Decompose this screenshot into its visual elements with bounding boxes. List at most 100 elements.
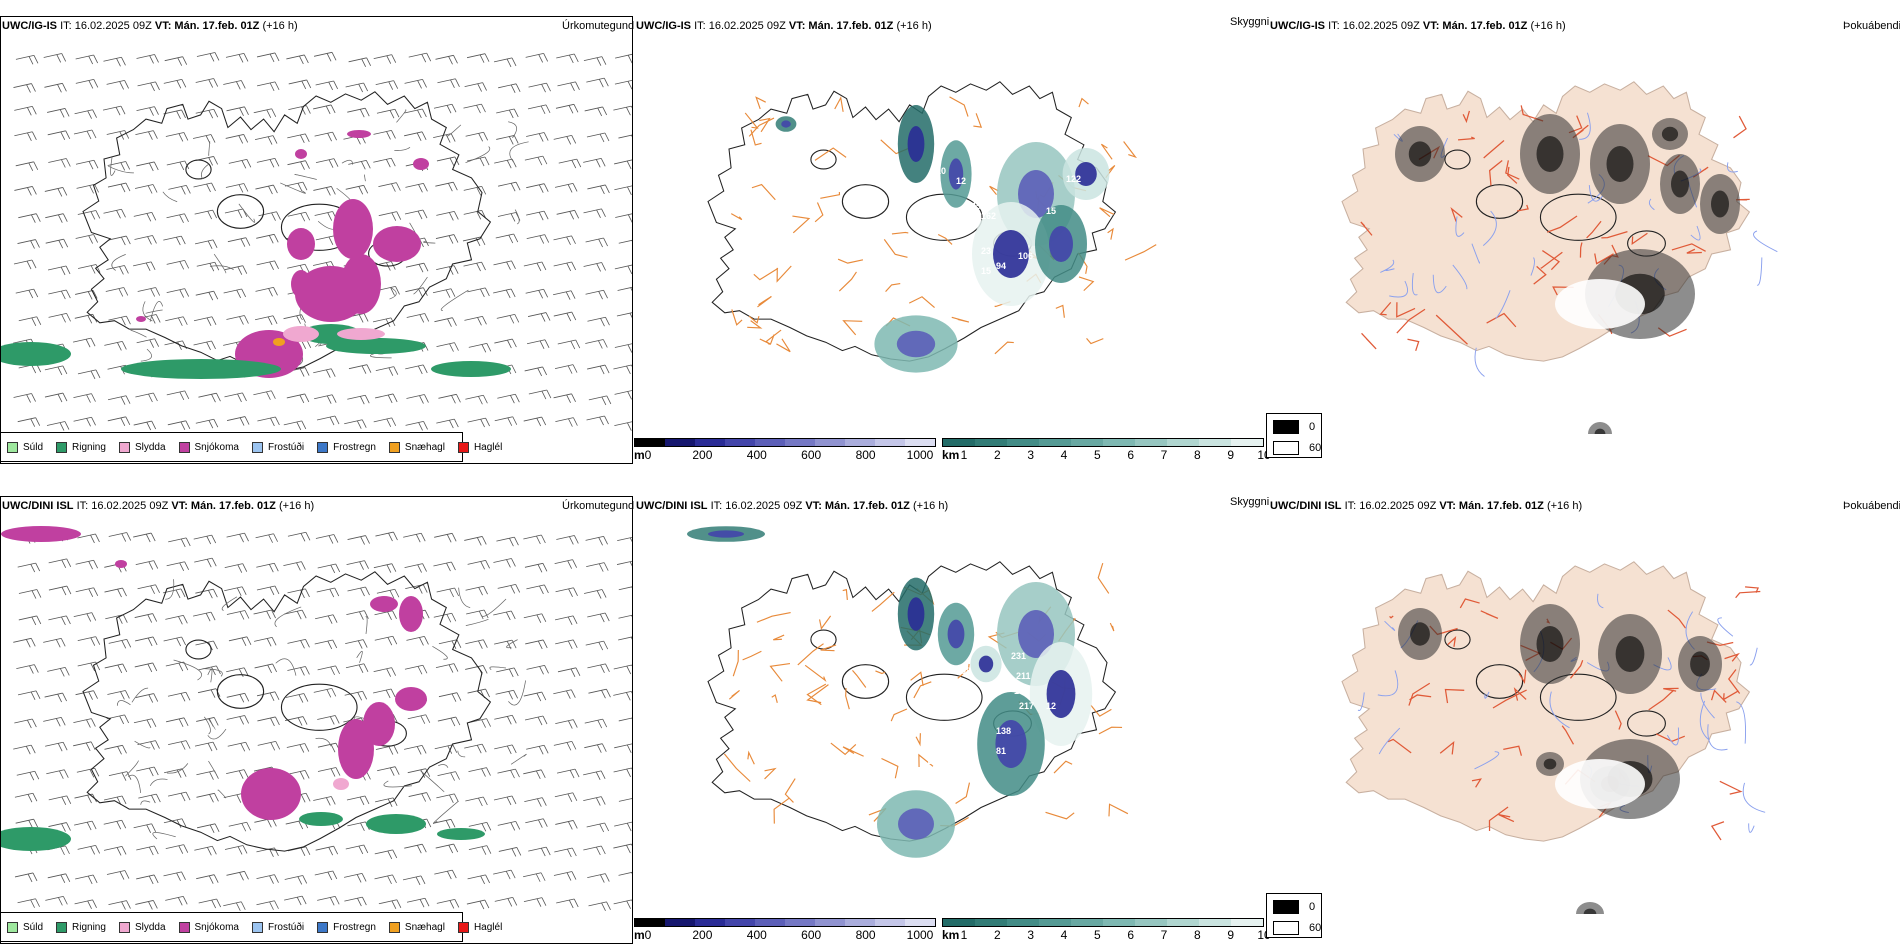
colorbar-strip	[942, 918, 1264, 927]
road-line	[1450, 207, 1463, 222]
visibility-colorbar: km 1 2 3 4 5 6 7 8 9 10	[942, 918, 1294, 942]
road-line	[937, 233, 953, 245]
road-line	[1503, 745, 1523, 756]
river-line	[1588, 185, 1604, 202]
fog-index-core	[1615, 636, 1645, 672]
river-line	[1648, 198, 1655, 211]
colorbar-segment	[725, 439, 755, 446]
river-line	[1452, 264, 1468, 290]
road-line	[837, 258, 864, 264]
fog-legend-swatch	[1273, 441, 1299, 455]
road-line	[891, 231, 909, 235]
road-line	[1735, 590, 1761, 599]
model-name: UWC/IG-IS	[1270, 20, 1325, 32]
colorbar-segment	[815, 439, 845, 446]
colorbar-tick-label: 600	[801, 928, 822, 942]
snowfall-area	[413, 158, 429, 170]
road-line	[1447, 635, 1457, 647]
fog-legend-label: 0	[1309, 901, 1316, 913]
glacier-outline	[1475, 184, 1524, 219]
cloud-base-height-label: 138	[916, 901, 931, 911]
colorbar-segment	[1039, 439, 1071, 446]
road-line	[747, 750, 755, 765]
lead-time: (+16 h)	[896, 20, 932, 32]
fog-legend-item: 0	[1273, 420, 1315, 434]
road-line	[731, 309, 743, 326]
road-line	[1663, 687, 1679, 692]
road-line	[1547, 215, 1578, 233]
colorbar-tick-label: 5	[1093, 448, 1101, 462]
road-line	[1486, 312, 1517, 328]
wind-barbs	[13, 51, 632, 431]
road-line	[1409, 694, 1432, 701]
road-line	[757, 296, 772, 308]
road-line	[1045, 811, 1075, 820]
colorbar-tick-label: 9	[1227, 928, 1234, 942]
ice-pellets-area	[273, 338, 285, 346]
legend-label: Frostúði	[267, 921, 305, 933]
cloud-base-height-label: 89	[1031, 856, 1041, 866]
river-line	[1717, 617, 1734, 637]
road-line	[949, 96, 969, 117]
cloud-base-height-label: 75	[1041, 841, 1051, 851]
fog-index-core	[1583, 908, 1597, 914]
road-line	[820, 192, 841, 199]
cloud-base-height-label: 108	[956, 666, 971, 676]
colorbar-segment	[1007, 439, 1039, 446]
fog-index-title: Þokuábendi	[1843, 20, 1900, 32]
rain-area	[1, 827, 71, 851]
colorbar-tick-label: 0	[644, 448, 652, 462]
road-line	[1542, 250, 1561, 271]
precip-map-frame	[0, 496, 633, 944]
legend-swatch	[178, 441, 190, 453]
colorbar-tick-label: 5	[1093, 928, 1101, 942]
precip-type-map	[1, 51, 632, 431]
road-line	[1671, 243, 1706, 252]
cloud-base-height-label: 94	[1026, 351, 1036, 361]
colorbar-unit: m	[634, 448, 645, 462]
glacier-outline	[905, 673, 983, 721]
valid-time: Mán. 17.feb. 01Z	[174, 20, 260, 32]
colorbar-segment	[1199, 919, 1231, 926]
cloud-base-height-label: 162	[981, 211, 996, 221]
river-line	[1385, 268, 1395, 271]
colorbar-segment	[755, 919, 785, 926]
precip-header: UWC/IG-IS IT: 16.02.2025 09Z VT: Mán. 17…	[2, 20, 298, 32]
colorbar-tick-label: 1	[960, 928, 968, 942]
fog-index-core	[1606, 146, 1634, 182]
legend-label: Snæhagl	[404, 921, 445, 933]
colorbar-tick-label: 800	[855, 928, 876, 942]
fog-header: UWC/DINI ISL IT: 16.02.2025 09Z VT: Mán.…	[1270, 500, 1582, 512]
legend-label: Rigning	[72, 441, 106, 453]
legend-item: Snæhagl	[388, 441, 445, 453]
cloud-base-area	[947, 619, 965, 649]
legend-label: Slydda	[134, 441, 166, 453]
precip-type-title: Úrkomutegund	[562, 20, 635, 32]
colorbar-unit: km	[942, 928, 960, 942]
snowfall-area	[399, 596, 423, 632]
cloud-base-height-label: 62	[1003, 348, 1013, 358]
snowfall-area	[291, 270, 311, 298]
cloud-base-height-label: 81	[996, 746, 1006, 756]
height-colorbar: m 0 200 400 600 800 1000	[634, 918, 966, 942]
road-line	[890, 708, 908, 722]
river-line	[1474, 347, 1485, 377]
cloud-base-height-label: 10	[936, 166, 946, 176]
road-line	[1407, 338, 1420, 352]
river-line	[1742, 782, 1766, 813]
colorbar-tick-label: 400	[746, 928, 767, 942]
legend-swatch	[388, 921, 400, 933]
colorbar-unit: m	[634, 928, 645, 942]
init-time: IT: 16.02.2025 09Z	[1328, 20, 1420, 32]
snowfall-area	[136, 316, 146, 322]
colorbar-segment	[1167, 919, 1199, 926]
cloud-base-height-label: 15	[981, 266, 991, 276]
road-line	[797, 643, 824, 666]
cloud-base-area	[1018, 170, 1054, 218]
cloud-base-height-label: 122	[1066, 174, 1081, 184]
glacier-outline	[841, 184, 890, 219]
cloud-base-area	[781, 120, 791, 128]
road-line	[1462, 110, 1471, 124]
road-line	[1513, 687, 1527, 701]
